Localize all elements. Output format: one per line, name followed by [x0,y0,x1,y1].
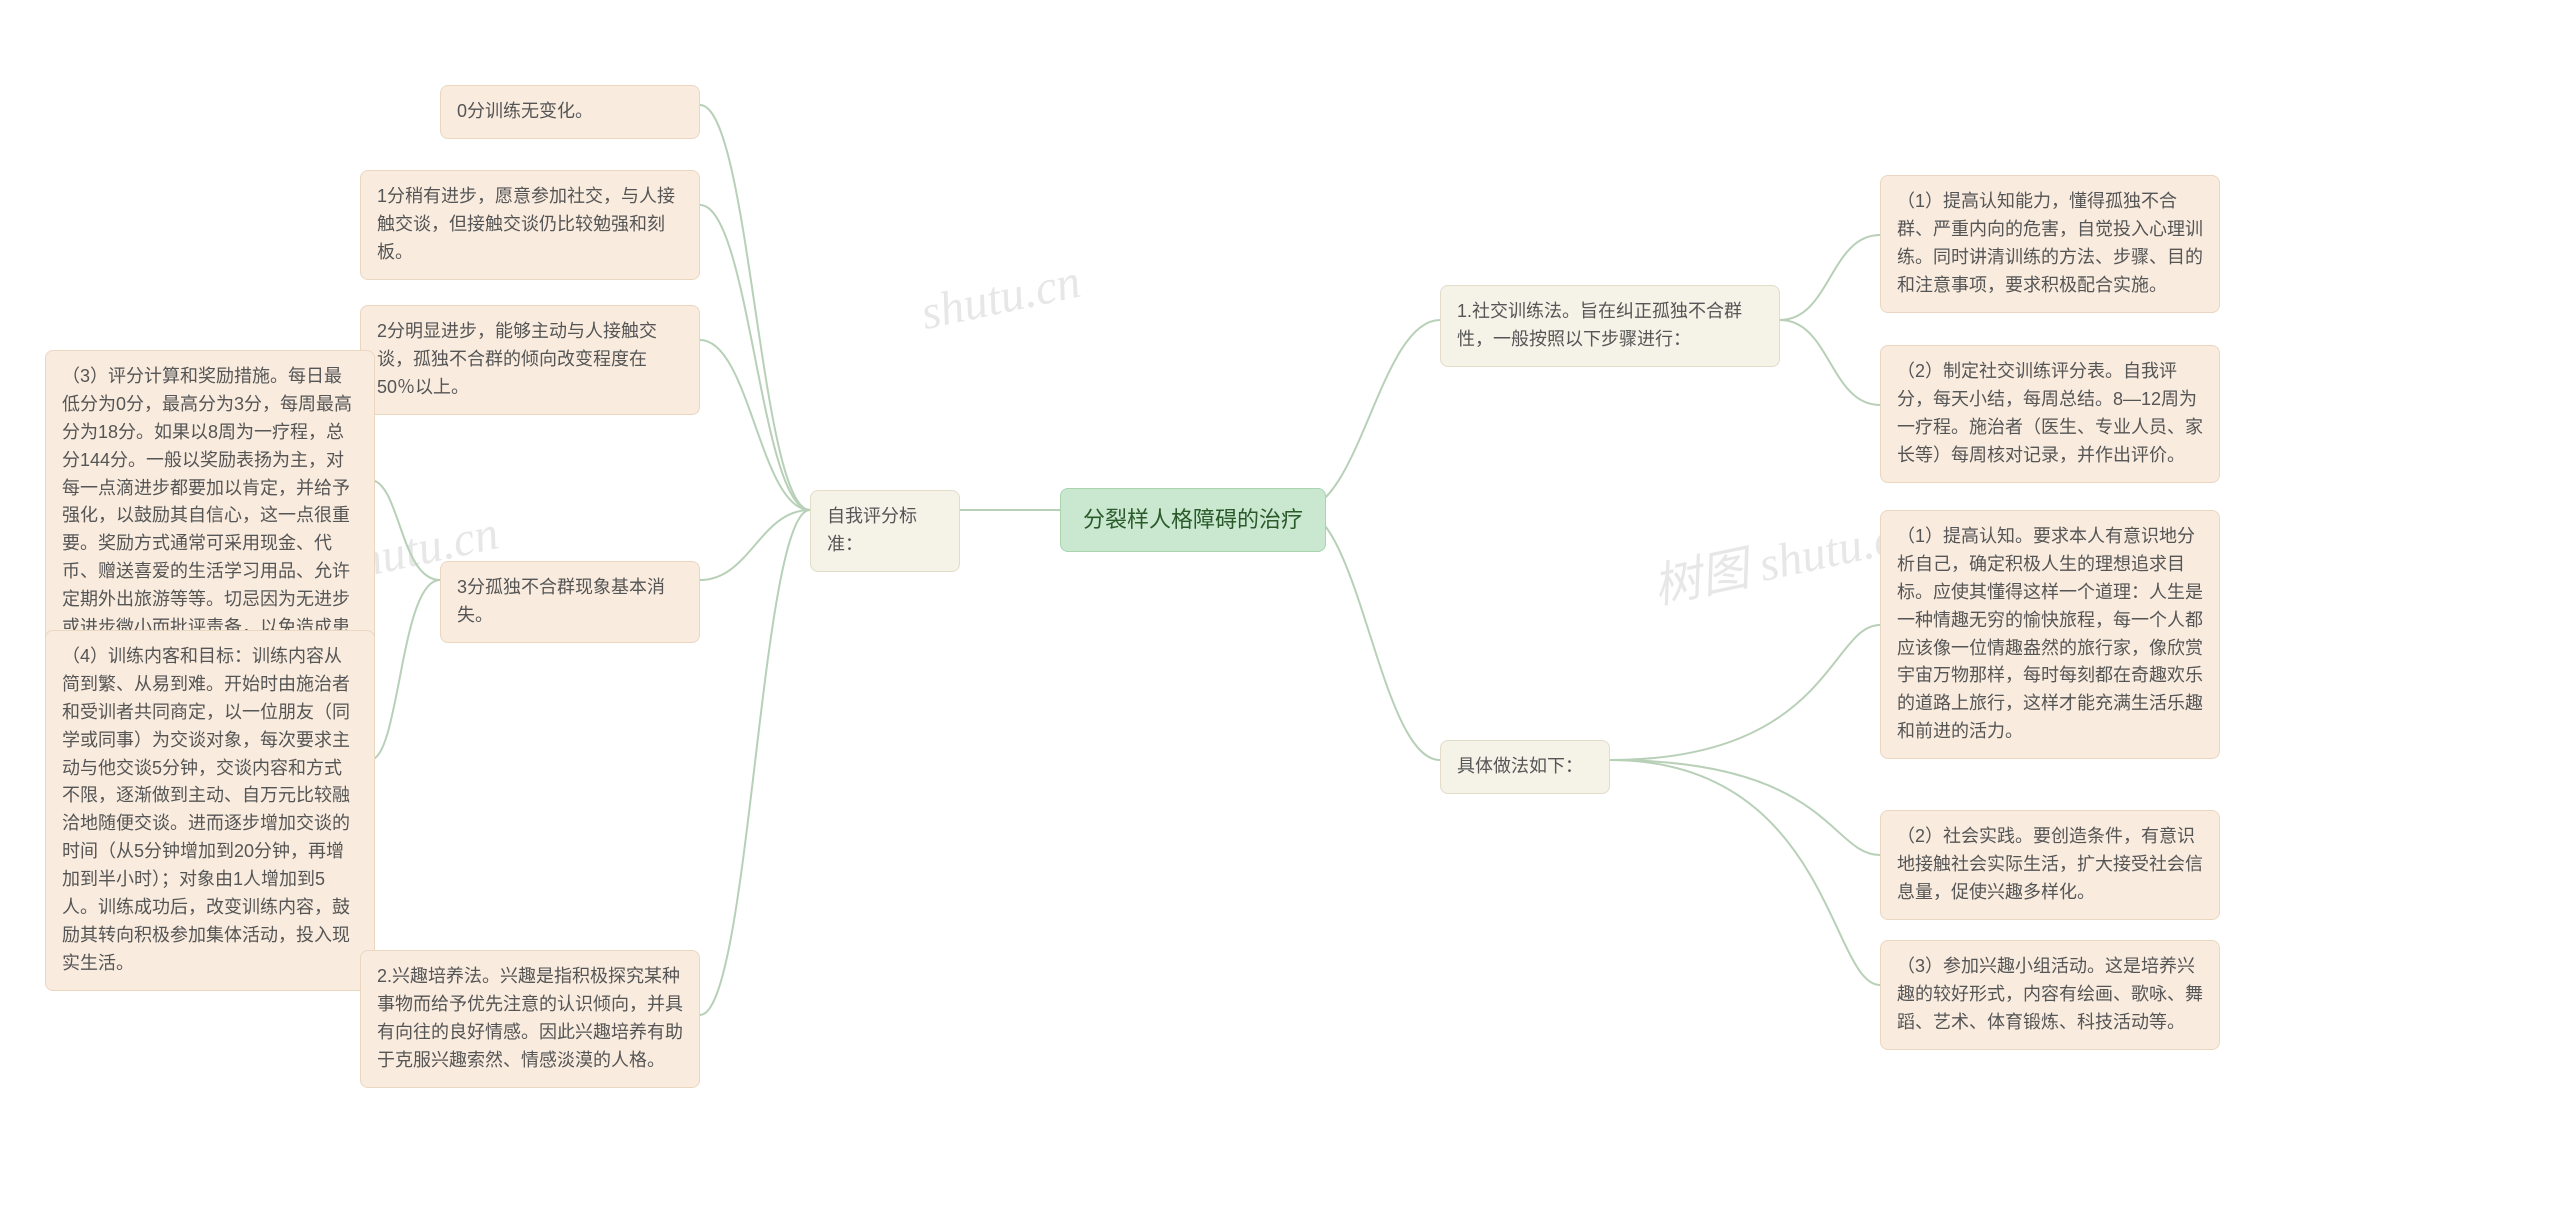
right-1-child-0: （1）提高认知。要求本人有意识地分析自己，确定积极人生的理想追求目标。应使其懂得… [1880,510,2220,759]
left-child-2: 2分明显进步，能够主动与人接触交谈，孤独不合群的倾向改变程度在50％以上。 [360,305,700,415]
watermark: shutu.cn [916,254,1085,341]
left-child-3-1: （4）训练内客和目标：训练内容从简到繁、从易到难。开始时由施治者和受训者共同商定… [45,630,375,991]
right-branch-0: 1.社交训练法。旨在纠正孤独不合群性，一般按照以下步骤进行： [1440,285,1780,367]
right-0-child-0: （1）提高认知能力，懂得孤独不合群、严重内向的危害，自觉投入心理训练。同时讲清训… [1880,175,2220,313]
right-1-child-1: （2）社会实践。要创造条件，有意识地接触社会实际生活，扩大接受社会信息量，促使兴… [1880,810,2220,920]
right-0-child-1: （2）制定社交训练评分表。自我评分，每天小结，每周总结。8—12周为一疗程。施治… [1880,345,2220,483]
left-child-1: 1分稍有进步，愿意参加社交，与人接触交谈，但接触交谈仍比较勉强和刻板。 [360,170,700,280]
left-child-0: 0分训练无变化。 [440,85,700,139]
right-1-child-2: （3）参加兴趣小组活动。这是培养兴趣的较好形式，内容有绘画、歌咏、舞蹈、艺术、体… [1880,940,2220,1050]
left-child-4: 2.兴趣培养法。兴趣是指积极探究某种事物而给予优先注意的认识倾向，并具有向往的良… [360,950,700,1088]
root-node: 分裂样人格障碍的治疗 [1060,488,1326,552]
right-branch-1: 具体做法如下： [1440,740,1610,794]
left-child-3: 3分孤独不合群现象基本消失。 [440,561,700,643]
left-branch: 自我评分标准： [810,490,960,572]
